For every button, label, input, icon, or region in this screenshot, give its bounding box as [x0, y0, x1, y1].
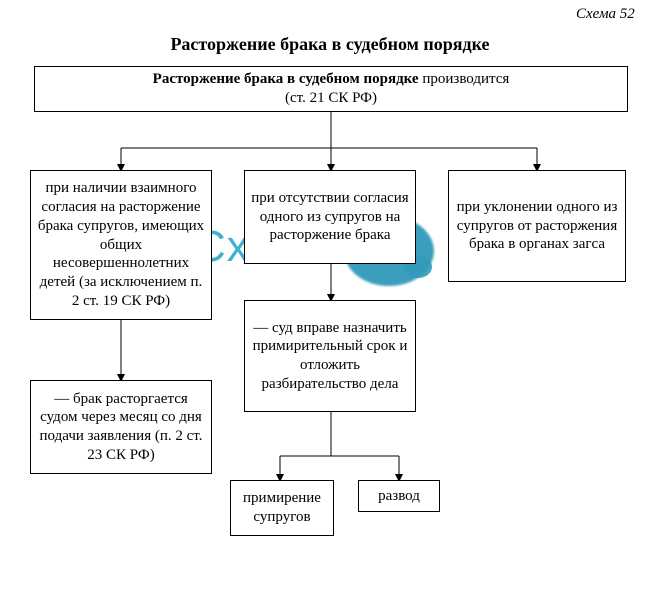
node-top-bold: Расторжение брака в судебном порядке [153, 71, 419, 87]
node-top-cite: (ст. 21 СК РФ) [285, 90, 377, 106]
node-d1: примирение супругов [230, 480, 334, 536]
node-d2: развод [358, 480, 440, 512]
node-top-rest: производится [419, 71, 510, 87]
page-title: Расторжение брака в судебном порядке [130, 34, 530, 55]
node-b1: при наличии взаимного согласия на растор… [30, 170, 212, 320]
node-b2: при отсутствии согласия одного из супруг… [244, 170, 416, 264]
node-top: Расторжение брака в судебном порядке про… [34, 66, 628, 112]
node-c1: — брак расторгается судом через месяц со… [30, 380, 212, 474]
scheme-number: Схема 52 [576, 6, 635, 23]
node-b3: при уклонении одного из супругов от раст… [448, 170, 626, 282]
node-c2: — суд вправе назначить примирительный ср… [244, 300, 416, 412]
